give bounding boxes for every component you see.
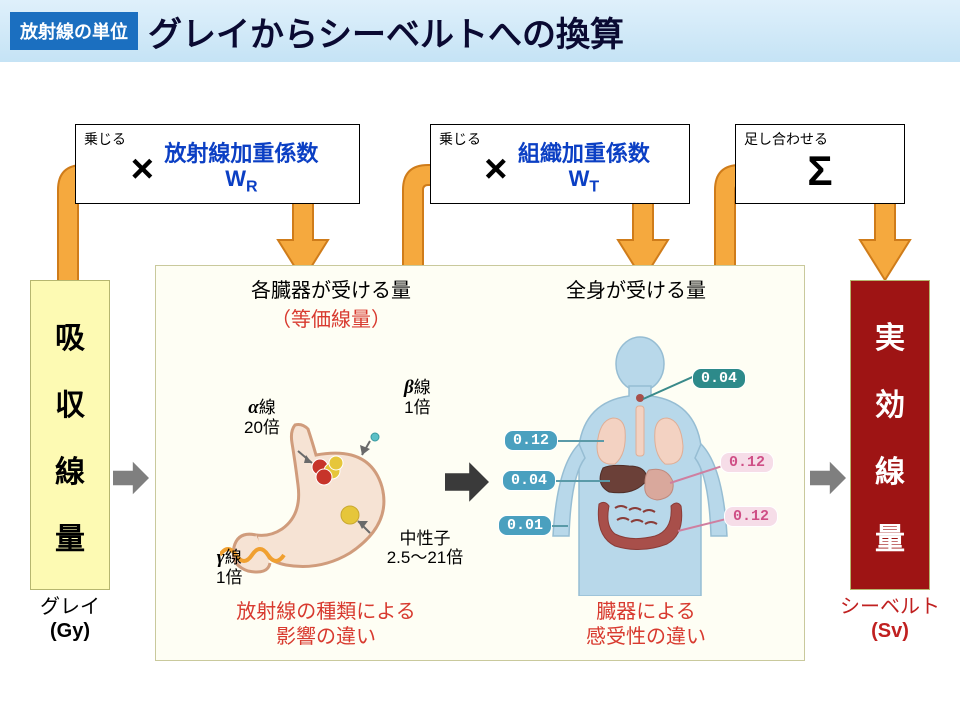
head-left-sub: （等価線量）	[271, 309, 391, 331]
op2-symbol: ×	[484, 147, 507, 192]
op2-small: 乗じる	[439, 129, 481, 149]
gamma-mult: 1倍	[216, 568, 242, 587]
header-badge: 放射線の単位	[10, 12, 138, 50]
gray-arrow-1	[113, 460, 149, 496]
right-char-1: 効	[875, 380, 905, 424]
gray-arrow-2	[445, 460, 489, 504]
op1-symbol: ×	[131, 147, 154, 192]
alpha-sym: α	[248, 397, 259, 418]
bl-text: 放射線の種類による 影響の違い	[236, 601, 415, 648]
gamma-text: 線	[225, 548, 242, 567]
gray-caption: グレイ (Gy)	[15, 595, 125, 643]
sv-l2: (Sv)	[871, 620, 909, 642]
pill-lung: 0.12	[504, 430, 558, 451]
bottom-note-left: 放射線の種類による 影響の違い	[196, 600, 456, 650]
line-liver	[554, 480, 610, 482]
op-box-sum: 足し合わせる Σ	[735, 124, 905, 204]
line-lung	[554, 440, 604, 442]
op3-small: 足し合わせる	[744, 129, 828, 149]
op2-w: W	[569, 166, 590, 191]
sv-l1: シーベルト	[840, 596, 940, 618]
op1-w: W	[225, 166, 246, 191]
beta-text: 線	[414, 378, 431, 397]
left-char-2: 線	[55, 447, 85, 491]
op1-line1: 放射線加重係数	[164, 141, 318, 166]
label-neutron: 中性子 2.5～21倍	[370, 530, 480, 567]
alpha-text: 線	[259, 398, 276, 417]
beta-mult: 1倍	[404, 398, 430, 417]
pill-colon: 0.12	[724, 506, 778, 527]
br-text: 臓器による 感受性の違い	[586, 601, 706, 648]
gray-arrow-3	[810, 460, 846, 496]
gray-l2: (Gy)	[50, 620, 90, 642]
label-gamma: γ線 1倍	[216, 548, 242, 588]
heading-equivalent-dose: 各臓器が受ける量 （等価線量）	[206, 274, 456, 332]
op1-sub: R	[246, 179, 258, 196]
pill-stomach: 0.12	[720, 452, 774, 473]
effective-dose-panel: 実 効 線 量	[850, 280, 930, 590]
right-char-3: 量	[875, 514, 905, 558]
sievert-caption: シーベルト (Sv)	[835, 595, 945, 643]
op2-line1: 組織加重係数	[518, 141, 650, 166]
op-box-wr: 乗じる × 放射線加重係数 WR	[75, 124, 360, 204]
label-beta: β線 1倍	[404, 378, 431, 418]
gray-l1: グレイ	[40, 596, 100, 618]
op3-symbol: Σ	[807, 147, 832, 195]
label-alpha: α線 20倍	[244, 398, 280, 438]
neutron-lbl: 中性子	[400, 529, 451, 548]
op1-small: 乗じる	[84, 129, 126, 149]
op-box-wt: 乗じる × 組織加重係数 WT	[430, 124, 690, 204]
header-title: グレイからシーベルトへの換算	[148, 7, 624, 56]
head-left: 各臓器が受ける量	[251, 280, 411, 302]
heading-whole-body: 全身が受ける量	[526, 274, 746, 303]
alpha-mult: 20倍	[244, 418, 280, 437]
neutron-mult: 2.5～21倍	[387, 548, 464, 567]
op2-sub: T	[589, 179, 599, 196]
pill-liver: 0.04	[502, 470, 556, 491]
absorbed-dose-panel: 吸 収 線 量	[30, 280, 110, 590]
beta-sym: β	[404, 377, 414, 398]
gamma-sym: γ	[217, 547, 225, 568]
bottom-note-right: 臓器による 感受性の違い	[536, 600, 756, 650]
header: 放射線の単位 グレイからシーベルトへの換算	[0, 0, 960, 62]
right-char-0: 実	[875, 313, 905, 357]
left-char-3: 量	[55, 514, 85, 558]
left-char-0: 吸	[55, 313, 85, 357]
right-char-2: 線	[875, 447, 905, 491]
left-char-1: 収	[55, 380, 85, 424]
pill-skin: 0.01	[498, 515, 552, 536]
pill-thyroid: 0.04	[692, 368, 746, 389]
